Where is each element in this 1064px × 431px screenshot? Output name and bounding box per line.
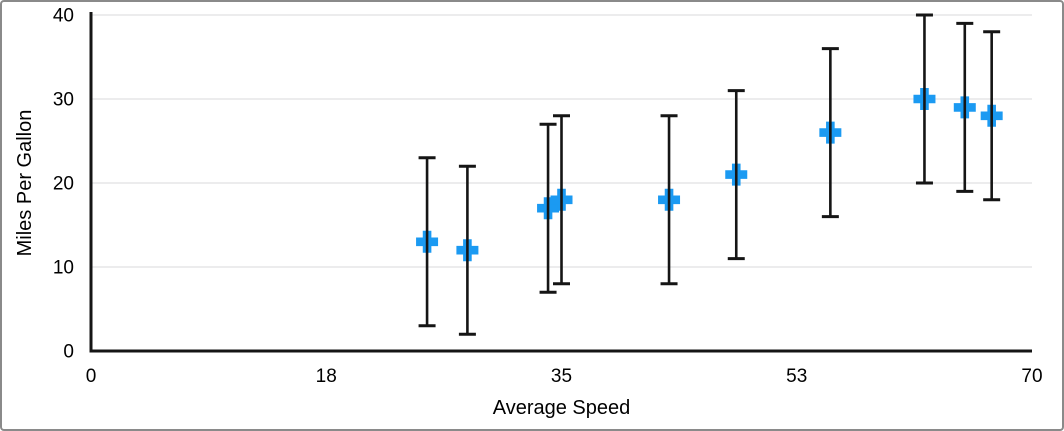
y-tick-label: 0 <box>63 342 74 363</box>
error-bars <box>418 13 1001 336</box>
x-tick-label: 0 <box>86 366 97 387</box>
y-tick-label: 10 <box>53 258 74 279</box>
y-axis-title: Miles Per Gallon <box>14 109 36 257</box>
x-tick-label: 35 <box>551 366 572 387</box>
axes <box>89 12 1032 353</box>
x-tick-label: 18 <box>316 366 337 387</box>
x-tick-label: 53 <box>786 366 807 387</box>
y-tick-label: 40 <box>53 6 74 27</box>
y-tick-label: 30 <box>53 90 74 111</box>
tick-labels: 0 10 20 30 40 0 18 35 53 70 <box>53 6 1043 388</box>
x-axis-title: Average Speed <box>492 397 631 419</box>
y-tick-label: 20 <box>53 174 74 195</box>
data-markers <box>416 88 1003 262</box>
x-tick-label: 70 <box>1021 366 1042 387</box>
